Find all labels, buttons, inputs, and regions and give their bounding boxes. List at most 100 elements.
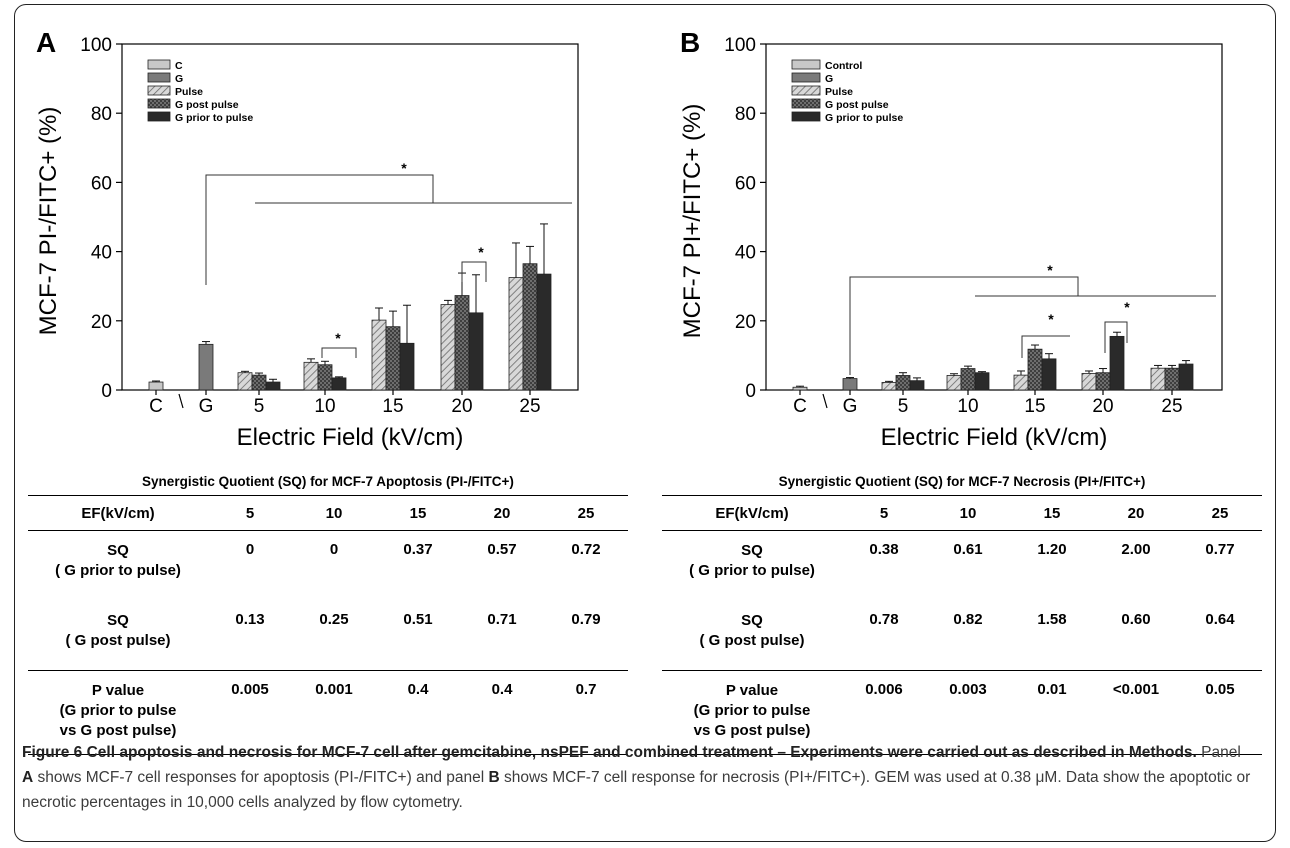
table-cell: 1.58 <box>1010 600 1094 671</box>
x-tick-label: 5 <box>898 396 909 417</box>
table-cell: 0.001 <box>292 670 376 755</box>
row-label-line: SQ <box>107 542 129 559</box>
table-cell: 0.78 <box>842 600 926 671</box>
bar <box>1164 367 1180 391</box>
table-cell: 0.13 <box>208 600 292 671</box>
table-cell: 0.61 <box>953 541 983 558</box>
x-tick-label: 20 <box>1092 396 1113 417</box>
y-tick-label: 100 <box>724 35 756 56</box>
bar <box>842 378 858 391</box>
table-header-cell: 5 <box>842 496 926 531</box>
legend-swatch <box>147 98 171 109</box>
table-cell: 0.006 <box>842 670 926 755</box>
legend-label: Control <box>825 60 862 72</box>
significance-star: * <box>1047 262 1053 278</box>
x-tick-label: 5 <box>254 396 265 417</box>
x-tick-label: 25 <box>1161 396 1182 417</box>
plot-frame <box>121 43 579 391</box>
row-label-line: ( G post pulse) <box>65 631 171 649</box>
table-cell: <0.001 <box>1094 670 1178 755</box>
bar <box>1178 363 1194 391</box>
y-tick-label: 60 <box>735 173 756 194</box>
significance-star: * <box>1124 299 1130 315</box>
table-row: P value (G prior to pulse vs G post pulse)… <box>28 670 628 755</box>
y-tick-label: 0 <box>745 381 756 402</box>
row-label-line: ( G prior to pulse) <box>55 562 181 579</box>
x-tick-label: 15 <box>1024 396 1045 417</box>
bar <box>468 312 484 391</box>
legend-label: G <box>825 73 833 85</box>
table-cell: 0.7 <box>544 670 628 755</box>
x-axis-title: Electric Field (kV/cm) <box>881 424 1108 451</box>
table-header-cell: 20 <box>460 496 544 531</box>
y-axis-title: MCF-7 PI-/FITC+ (%) <box>35 107 62 336</box>
plot-frame <box>765 43 1223 391</box>
legend-label: Pulse <box>175 86 203 98</box>
table-cell: 0.60 <box>1094 600 1178 671</box>
table-cell: 0.37 <box>403 541 433 558</box>
bar <box>303 361 319 391</box>
table-necrosis-title: Synergistic Quotient (SQ) for MCF-7 Necr… <box>662 474 1262 496</box>
table-cell: 2.00 <box>1121 541 1151 558</box>
caption-panel-ref: B <box>488 769 500 786</box>
caption-bold-title: Figure 6 Cell apoptosis and necrosis for… <box>22 744 1197 761</box>
significance-bracket <box>1104 321 1128 353</box>
table-row: SQ ( G post pulse) 0.13 0.25 0.51 0.71 0.… <box>28 600 628 671</box>
bar <box>454 295 470 391</box>
legend-swatch <box>147 72 171 83</box>
table-necrosis-sq: Synergistic Quotient (SQ) for MCF-7 Necr… <box>662 474 1262 755</box>
y-tick-label: 100 <box>80 35 112 56</box>
x-tick-label: G <box>199 396 214 417</box>
row-label-line: vs G post pulse) <box>693 722 811 739</box>
legend-label: C <box>175 60 183 72</box>
x-tick-label: G <box>843 396 858 417</box>
bar <box>881 381 897 391</box>
table-header-cell: EF(kV/cm) <box>28 496 208 531</box>
x-tick-label: 10 <box>314 396 335 417</box>
table-row: SQ ( G prior to pulse) 0 0 0.37 0.57 0.72 <box>28 531 628 601</box>
table-cell: 0.64 <box>1178 600 1262 671</box>
legend-label: G post pulse <box>175 99 239 111</box>
row-label: P value (G prior to pulse vs G post pulse) <box>28 670 208 755</box>
table-cell: 0.51 <box>376 600 460 671</box>
bar <box>331 377 347 391</box>
table-cell: 0.05 <box>1178 670 1262 755</box>
bar <box>1081 372 1097 391</box>
legend-swatch <box>791 98 821 109</box>
y-tick-label: 0 <box>101 381 112 402</box>
significance-star: * <box>478 244 484 260</box>
y-tick-label: 20 <box>91 312 112 333</box>
significance-bracket <box>1021 335 1070 358</box>
x-tick-label: 20 <box>451 396 472 417</box>
figure-frame <box>14 4 1276 842</box>
row-label: P value (G prior to pulse vs G post pulse) <box>662 670 842 755</box>
row-label-line: P value <box>91 682 145 699</box>
table-cell: 0.57 <box>487 541 517 558</box>
x-tick-label: C <box>149 396 163 417</box>
caption-panel-ref: A <box>22 769 34 786</box>
bar <box>792 386 808 391</box>
bar <box>946 375 962 391</box>
legend-swatch <box>791 111 821 122</box>
table-cell: 1.20 <box>1037 541 1067 558</box>
legend-swatch <box>791 59 821 70</box>
bar <box>1041 358 1057 391</box>
bar <box>909 380 925 391</box>
significance-star: * <box>1048 311 1054 327</box>
y-tick-label: 40 <box>735 243 756 264</box>
axis-break <box>822 393 828 409</box>
legend-label: G prior to pulse <box>175 112 253 124</box>
table-header-cell: 20 <box>1094 496 1178 531</box>
table-cell: 0.82 <box>926 600 1010 671</box>
bar <box>536 273 552 391</box>
bar <box>198 343 214 391</box>
table-cell: 0.005 <box>208 670 292 755</box>
significance-bracket <box>205 174 434 285</box>
bar <box>1027 348 1043 391</box>
legend-swatch <box>791 85 821 96</box>
axis-break <box>178 393 184 409</box>
bar <box>385 326 401 391</box>
row-label-line: ( G post pulse) <box>699 631 805 649</box>
legend-swatch <box>147 59 171 70</box>
